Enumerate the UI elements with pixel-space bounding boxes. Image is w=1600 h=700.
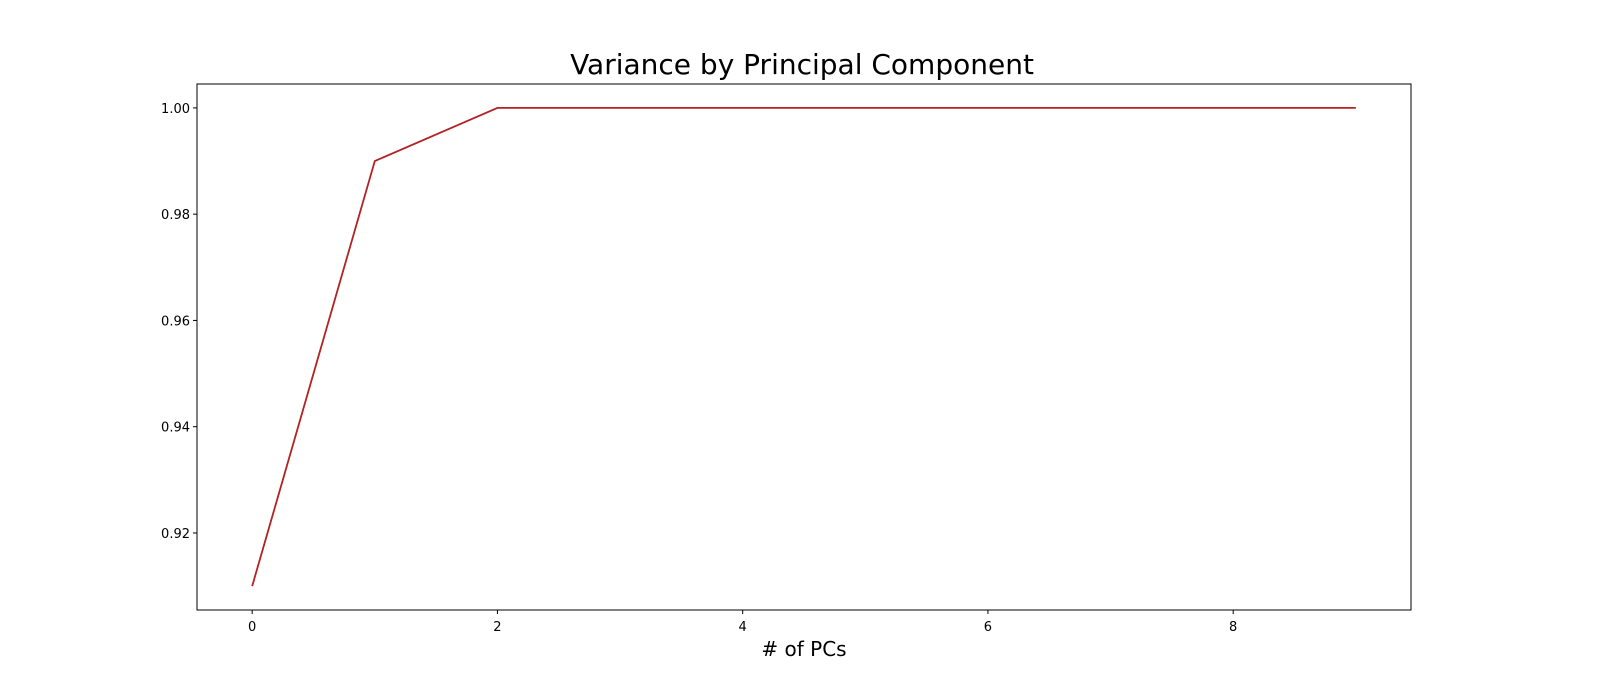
y-tick-label: 0.96: [161, 314, 190, 329]
x-axis: 0 2 4 6 8: [248, 610, 1237, 635]
y-tick-label: 0.94: [161, 421, 190, 436]
plot-area-frame: [196, 83, 1412, 611]
x-tick-label: 4: [739, 620, 747, 635]
series-layer: [251, 107, 1356, 587]
y-tick-label: 1.00: [161, 102, 190, 117]
series-line-0: [251, 107, 1356, 587]
x-tick-label: 6: [984, 620, 992, 635]
x-tick-label: 2: [493, 620, 501, 635]
x-tick-label: 8: [1229, 620, 1237, 635]
y-tick-label: 0.92: [161, 527, 190, 542]
y-axis: 0.92 0.94 0.96 0.98 1.00: [161, 102, 197, 542]
x-axis-label: # of PCs: [761, 637, 846, 661]
chart-title: Variance by Principal Component: [570, 48, 1034, 81]
y-tick-label: 0.98: [161, 208, 190, 223]
x-tick-label: 0: [248, 620, 256, 635]
